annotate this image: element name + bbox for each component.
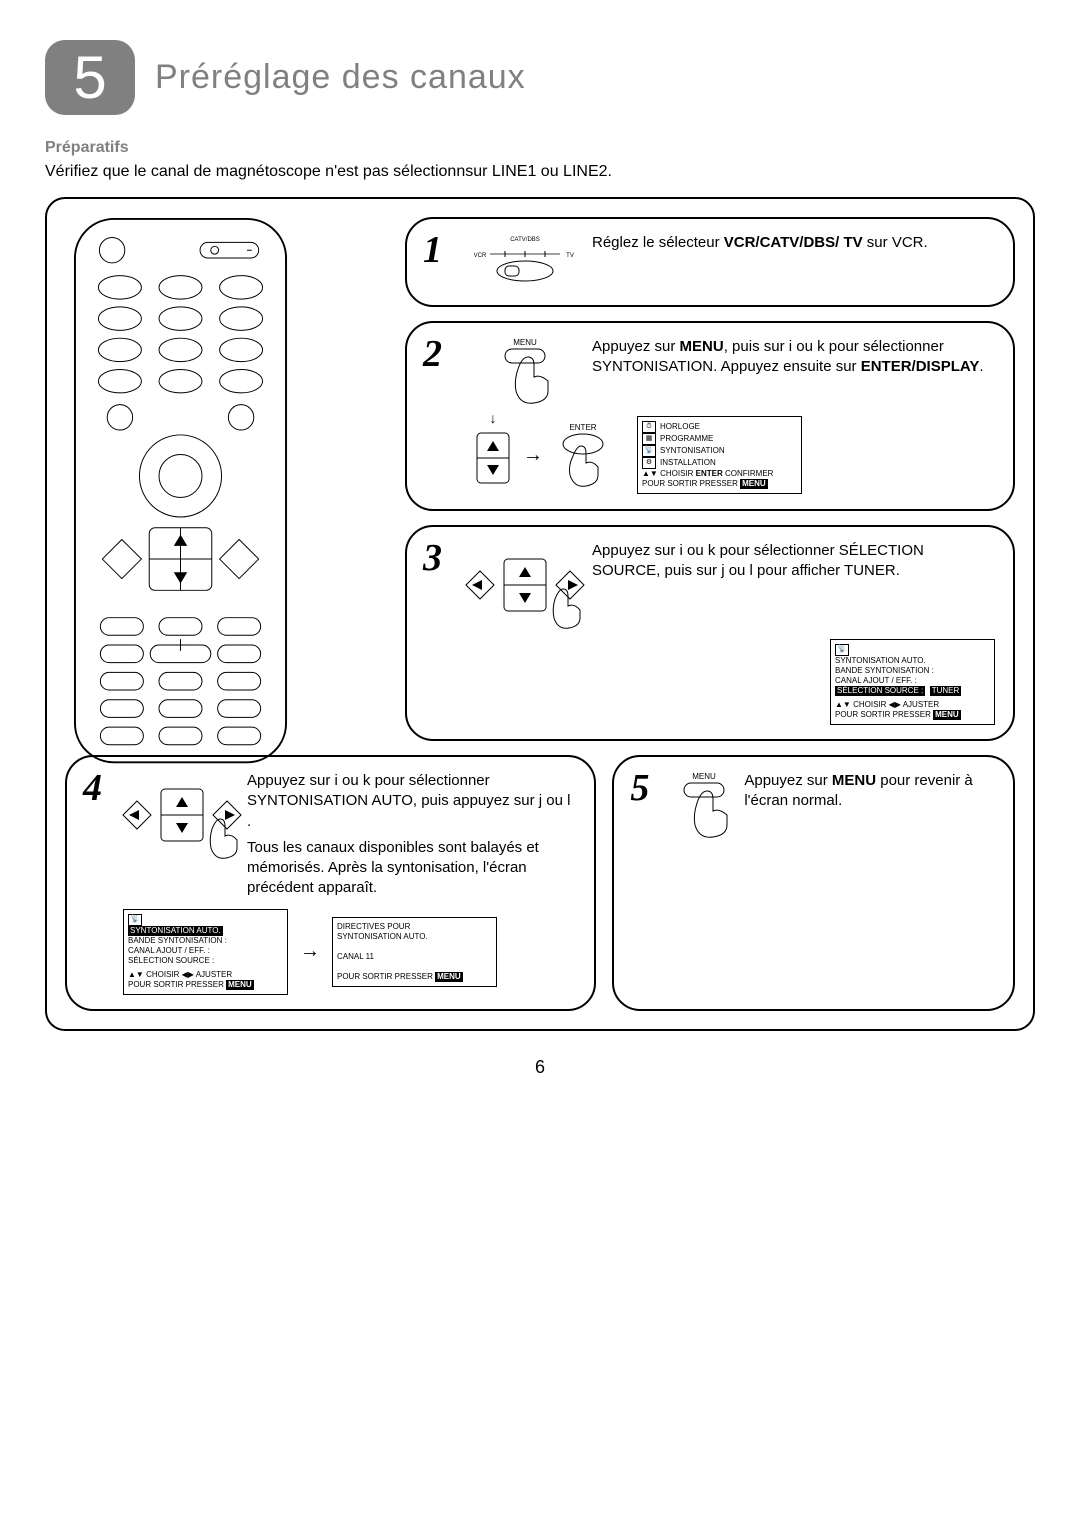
text: .: [979, 358, 983, 375]
menu-item: SYNTONISATION: [660, 446, 725, 456]
chapter-header: 5 Préréglage des canaux: [45, 40, 1035, 115]
menu-row: BANDE SYNTONISATION :: [835, 666, 990, 676]
step-number: 2: [423, 335, 457, 373]
step-3: 3 Appuyez sur i ou k pour sélectionner S…: [405, 525, 1015, 741]
updown-graphic: ↓: [463, 415, 523, 495]
text: Appuyez sur: [744, 772, 832, 789]
chapter-title: Préréglage des canaux: [155, 58, 526, 97]
text: Tous les canaux disponibles sont balayés…: [247, 838, 576, 899]
text: Appuyez sur i ou k pour sélectionner SYN…: [247, 771, 576, 832]
svg-text:MENU: MENU: [693, 772, 717, 781]
text: Appuyez sur: [592, 338, 680, 355]
menu-row-sel: SYNTONISATION AUTO.: [128, 926, 223, 936]
menu-row: CANAL 11: [337, 952, 492, 962]
step-5-text: Appuyez sur MENU pour revenir à l'écran …: [744, 769, 995, 812]
t: MENU: [226, 980, 254, 990]
t: POUR SORTIR PRESSER: [128, 980, 224, 989]
menu-press-graphic: MENU: [457, 335, 592, 407]
t: POUR SORTIR PRESSER: [337, 972, 433, 981]
menu-item: HORLOGE: [660, 422, 700, 432]
t: CHOISIR: [146, 970, 179, 979]
text: Réglez le sélecteur: [592, 234, 724, 251]
step-2: 2 MENU Appuyez sur MENU, puis sur i ou k…: [405, 321, 1015, 511]
dpad-graphic: [457, 539, 592, 631]
enter-press-graphic: ENTER: [543, 420, 623, 490]
onscreen-menu-3: 📡 SYNTONISATION AUTO. BANDE SYNTONISATIO…: [830, 639, 995, 725]
enter-label: ENTER: [569, 423, 596, 432]
t: POUR SORTIR PRESSER: [835, 710, 931, 719]
menu-label: MENU: [513, 338, 537, 347]
t: CHOISIR: [660, 469, 693, 478]
section-subtitle: Préparatifs: [45, 139, 1035, 157]
step-number: 5: [630, 769, 664, 807]
menu-val: TUNER: [930, 686, 962, 696]
menu-row: CANAL AJOUT / EFF. :: [128, 946, 283, 956]
step-number: 1: [423, 231, 457, 269]
step-1-text: Réglez le sélecteur VCR/CATV/DBS/ TV sur…: [592, 231, 995, 253]
menu-row: SYNTONISATION AUTO.: [337, 932, 492, 942]
selector-switch-graphic: CATV/DBS VCR TV: [457, 231, 592, 283]
t: AJUSTER: [903, 700, 939, 709]
menu-row-sel: SÉLECTION SOURCE :: [835, 686, 925, 696]
switch-label-top: CATV/DBS: [510, 237, 540, 243]
text-bold: MENU: [832, 772, 876, 789]
chapter-number-badge: 5: [45, 40, 135, 115]
onscreen-menu-4a: 📡 SYNTONISATION AUTO. BANDE SYNTONISATIO…: [123, 909, 288, 995]
menu-item: INSTALLATION: [660, 458, 716, 468]
text-bold: MENU: [680, 338, 724, 355]
menu-row: CANAL AJOUT / EFF. :: [835, 676, 990, 686]
menu-press-graphic: MENU: [664, 769, 744, 841]
chapter-number: 5: [73, 43, 106, 112]
t: CONFIRMER: [725, 469, 773, 478]
step-2-text: Appuyez sur MENU, puis sur i ou k pour s…: [592, 335, 995, 378]
step-number: 4: [83, 769, 117, 807]
t: MENU: [740, 479, 768, 489]
onscreen-menu-4b: DIRECTIVES POUR SYNTONISATION AUTO. CANA…: [332, 917, 497, 987]
menu-row: SÉLECTION SOURCE :: [128, 956, 283, 966]
arrow-right-icon: →: [300, 940, 320, 963]
text-bold: ENTER/DISPLAY: [861, 358, 980, 375]
text: sur VCR.: [863, 234, 928, 251]
arrow-right-icon: →: [523, 444, 543, 467]
t: POUR SORTIR PRESSER: [642, 479, 738, 488]
dpad-graphic: [117, 769, 247, 861]
onscreen-menu: ⏱HORLOGE ▦PROGRAMME 📡SYNTONISATION ⚙INST…: [637, 416, 802, 494]
switch-label-right: TV: [566, 253, 574, 259]
step-5: 5 MENU Appuyez sur MENU pour revenir à l…: [612, 755, 1015, 1011]
remote-illustration: [73, 217, 288, 769]
t: CHOISIR: [853, 700, 886, 709]
step-4: 4 Appuyez sur i ou k pour sélectionner S…: [65, 755, 596, 1011]
svg-text:↓: ↓: [490, 415, 497, 426]
t: AJUSTER: [196, 970, 232, 979]
menu-row: BANDE SYNTONISATION :: [128, 936, 283, 946]
t: ENTER: [696, 469, 723, 478]
menu-row: DIRECTIVES POUR: [337, 922, 492, 932]
page-number: 6: [45, 1057, 1035, 1078]
step-1: 1 CATV/DBS VCR TV Réglez le sélecteur VC…: [405, 217, 1015, 307]
t: MENU: [933, 710, 961, 720]
menu-row: SYNTONISATION AUTO.: [835, 656, 990, 666]
t: MENU: [435, 972, 463, 982]
menu-item: PROGRAMME: [660, 434, 713, 444]
instruction-panel: 1 CATV/DBS VCR TV Réglez le sélecteur VC…: [45, 197, 1035, 1031]
text-bold: VCR/CATV/DBS/ TV: [724, 234, 863, 251]
switch-label-left: VCR: [473, 253, 486, 259]
intro-text: Vérifiez que le canal de magnétoscope n'…: [45, 163, 1035, 181]
step-4-text: Appuyez sur i ou k pour sélectionner SYN…: [247, 769, 576, 899]
step-3-text: Appuyez sur i ou k pour sélectionner SÉL…: [592, 539, 995, 582]
step-number: 3: [423, 539, 457, 577]
